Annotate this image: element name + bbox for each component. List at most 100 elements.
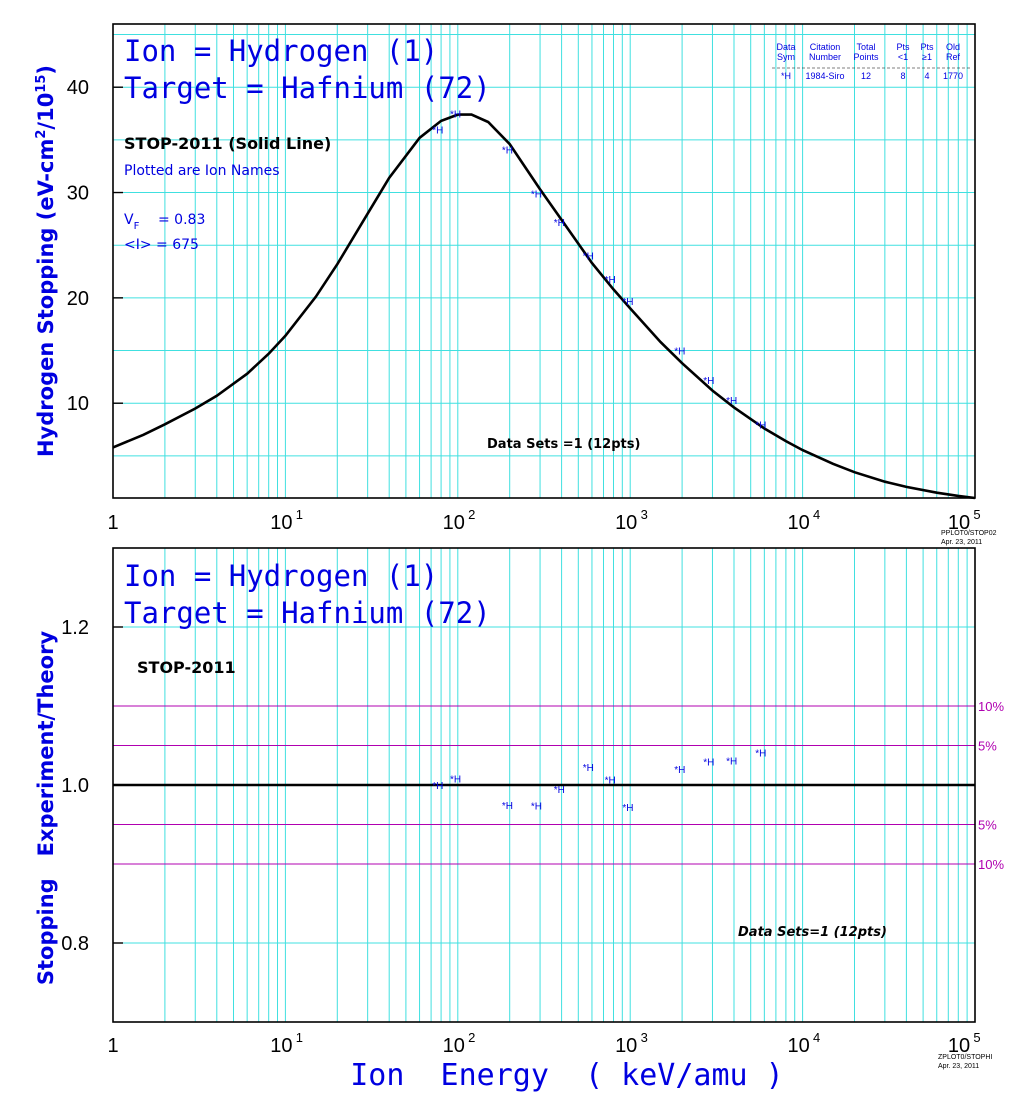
bottom-stamp-id: ZPLOT0/STOPHI [938,1054,992,1061]
ratio-point-H: *H [605,775,616,786]
ratio-point-H: *H [450,775,461,786]
data-point-H: *H [755,420,766,431]
percent-band-label: 10% [978,699,1004,714]
legend-header: ≥1 [922,52,932,62]
top-stamp-id: PPLOT0/STOP02 [941,530,997,537]
ratio-point-H: *H [726,757,737,768]
x-tick-label: 10 2 [443,507,476,534]
plotted-note: Plotted are Ion Names [124,163,280,179]
data-point-H: *H [432,125,443,136]
bottom-chart-panel: 10%5%5%10% 0.81.01.2 *H*H*H *H*H*H*H*H*H*… [34,547,1004,1070]
legend-header: Citation [810,42,841,52]
data-point-H: *H [703,376,714,387]
legend-cell: 1770 [943,71,963,81]
top-plot-frame [112,23,976,499]
bottom-stamp-date: Apr. 23, 2011 [938,1063,979,1070]
ratio-point-H: *H [622,803,633,814]
legend-header: Number [809,52,841,62]
bottom-method-label: STOP-2011 [137,658,236,677]
x-tick-label: 10 4 [787,1030,820,1057]
bottom-y-axis-label: Stopping Experiment/Theory [34,631,58,986]
svg-text:10: 10 [443,512,465,534]
legend-cell: 1984-Siro [805,71,844,81]
top-method-label: STOP-2011 (Solid Line) [124,134,331,153]
ratio-point-H: *H [703,757,714,768]
percent-band-label: 5% [978,818,997,833]
bottom-data-sets-label: Data Sets=1 (12pts) [738,925,887,940]
svg-text:10: 10 [270,1035,292,1057]
top-y-ticks: 10 20 30 40 [67,77,123,415]
svg-text:2: 2 [468,507,475,522]
top-data-sets-label: Data Sets =1 (12pts) [487,437,640,452]
x-tick-label: 10 4 [787,507,820,534]
svg-text:5: 5 [973,1030,980,1045]
data-point-H: *H [605,275,616,286]
percent-band-label: 10% [978,857,1004,872]
top-title-ion: Ion = Hydrogen (1) [124,34,438,68]
stop-2011-curve [112,113,976,500]
top-x-ticks: 1 10 1 10 2 10 3 10 4 10 5 [107,507,980,534]
x-tick-label: 10 5 [948,507,981,534]
x-tick-label: 10 5 [948,1030,981,1057]
svg-text:10: 10 [948,1035,970,1057]
data-point-H: *H [622,297,633,308]
citation-legend: Data Citation Total Pts Pts Old Sym Number Poin… [772,42,970,81]
legend-header: Old [946,42,960,52]
svg-text:1: 1 [107,1035,118,1057]
ratio-point-H: *H [583,763,594,774]
y-tick-label: 1.0 [61,775,89,797]
legend-cell: 8 [900,71,905,81]
svg-text:10: 10 [443,1035,465,1057]
x-tick-label: 10 3 [615,507,648,534]
svg-text:1: 1 [107,512,118,534]
bottom-percent-bands: 10% 5% 5% 10% [113,699,1004,872]
y-tick-label: 10 [67,393,89,415]
y-tick-label: 40 [67,77,89,99]
top-y-axis-label: Hydrogen Stopping (eV-cm2/1015) [34,65,58,457]
legend-header: Total [856,42,875,52]
legend-header: Sym [777,52,795,62]
svg-text:3: 3 [641,1030,648,1045]
legend-cell: *H [781,71,791,81]
svg-text:10: 10 [615,1035,637,1057]
data-point-H: *H [502,145,513,156]
x-tick-label: 1 [107,1035,118,1057]
data-point-H: *H [726,396,737,407]
vf-label: VF [124,212,140,232]
legend-header: Pts [920,42,934,52]
bottom-data-points: *H *H *H *H *H *H *H *H *H *H *H *H [432,749,766,815]
svg-text:4: 4 [813,1030,820,1045]
top-data-points: *H *H *H *H *H *H *H *H *H *H *H *H [432,110,766,432]
x-tick-label: 10 1 [270,507,303,534]
top-title-target: Target = Hafnium (72) [124,71,491,105]
ratio-point-H: *H [502,801,513,812]
svg-text:2: 2 [468,1030,475,1045]
top-stamp-date: Apr. 23, 2011 [941,539,982,546]
svg-text:10: 10 [787,512,809,534]
svg-text:10: 10 [948,512,970,534]
percent-band-label: 5% [978,739,997,754]
legend-header: Ref [946,52,961,62]
data-point-H: *H [554,218,565,229]
legend-cell: 4 [924,71,929,81]
bottom-plot-frame [112,547,976,1023]
ratio-point-H: *H [674,765,685,776]
bottom-x-ticks: 1 10 1 10 2 10 3 10 4 10 5 [107,1030,980,1057]
y-tick-label: 20 [67,288,89,310]
svg-text:10: 10 [615,512,637,534]
ratio-point-H: *H [554,785,565,796]
bottom-y-ticks: 0.8 1.0 1.2 [61,617,123,955]
data-point-H: *H [531,190,542,201]
top-grid [113,24,975,498]
top-chart-panel: 10 20 30 40 *H *H *H *H *H *H *H *H *H *H *H *H Ion = … [34,23,997,546]
mean-excitation: <I> = 675 [124,237,199,253]
legend-header: <1 [898,52,908,62]
data-point-H: *H [674,347,685,358]
legend-header: Points [853,52,879,62]
svg-text:1: 1 [296,1030,303,1045]
x-tick-label: 10 1 [270,1030,303,1057]
legend-cell: 12 [861,71,871,81]
y-tick-label: 30 [67,183,89,205]
bottom-title-target: Target = Hafnium (72) [124,596,491,630]
legend-header: Pts [896,42,910,52]
